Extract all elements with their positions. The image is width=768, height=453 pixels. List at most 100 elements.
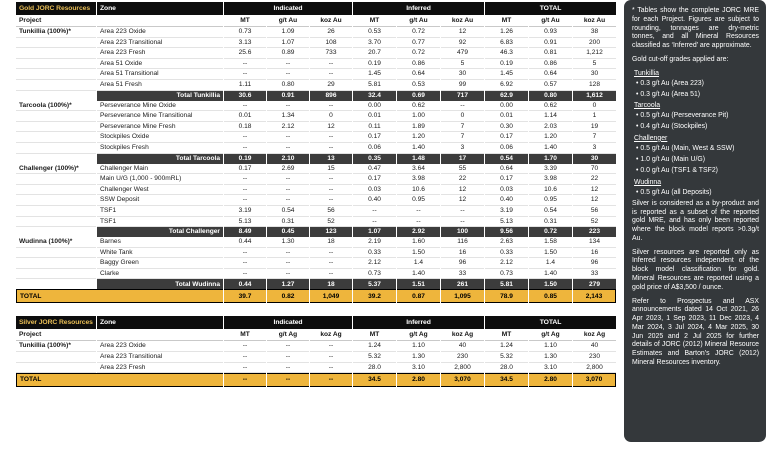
value-cell: 12 (441, 185, 484, 196)
value-cell: 5.13 (485, 217, 528, 228)
project-cell (16, 154, 96, 164)
value-cell: 25.6 (224, 48, 266, 59)
project-cell (16, 258, 96, 269)
value-cell: 1.30 (529, 352, 572, 363)
value-cell: 92 (441, 38, 484, 49)
value-cell: 34.5 (485, 373, 528, 388)
value-cell: 0.19 (485, 59, 528, 70)
value-cell: -- (310, 185, 352, 196)
value-cell: 5 (441, 59, 484, 70)
value-cell: 0.81 (529, 48, 572, 59)
value-cell: 1.48 (397, 153, 440, 164)
unit-header: koz Au (310, 15, 352, 27)
zone-cell: Area 51 Oxide (97, 59, 223, 70)
value-cell: 0.54 (267, 206, 309, 217)
value-cell: 3 (573, 143, 616, 154)
cutoff-item: • 0.0 g/t Au (TSF1 & TSF2) (636, 167, 718, 175)
value-cell: 0.53 (397, 80, 440, 91)
value-cell: 0.62 (397, 101, 440, 112)
value-cell: 0.91 (267, 90, 309, 101)
value-cell: 0.64 (397, 69, 440, 80)
note-references: Refer to Prospectus and ASX announcement… (632, 297, 759, 366)
value-cell: 0.06 (485, 143, 528, 154)
zone-cell: Area 51 Fresh (97, 80, 223, 91)
cutoff-item: • 0.3 g/t Au (Area 51) (636, 90, 701, 98)
value-cell: -- (224, 143, 266, 154)
unit-header: MT (485, 15, 528, 27)
value-cell: 2.92 (397, 227, 440, 238)
project-cell (16, 248, 96, 259)
subheader-row: Project MT g/t Au koz Au MT g/t Au koz Au MT g/t… (16, 15, 616, 27)
value-cell: 0.44 (224, 237, 266, 248)
value-cell: 1.20 (397, 132, 440, 143)
project-cell (16, 206, 96, 217)
value-cell: 0.01 (485, 111, 528, 122)
value-cell: 3.19 (224, 206, 266, 217)
unit-header: MT (353, 15, 396, 27)
value-cell: 1.26 (485, 27, 528, 38)
unit-header: koz Au (573, 15, 616, 27)
zone-cell: Area 223 Transitional (97, 352, 223, 363)
unit-header: koz Ag (310, 329, 352, 342)
value-cell: 12 (310, 122, 352, 133)
value-cell: 12 (573, 185, 616, 196)
value-cell: 0.33 (353, 248, 396, 259)
value-cell: 0.31 (529, 217, 572, 228)
value-cell: 0.30 (485, 122, 528, 133)
value-cell: 0.80 (267, 80, 309, 91)
value-cell: 1.40 (397, 269, 440, 280)
value-cell: -- (267, 59, 309, 70)
grand-total-label: TOTAL (16, 289, 223, 304)
value-cell: 230 (573, 352, 616, 363)
value-cell: -- (224, 341, 266, 353)
value-cell: 17 (441, 153, 484, 164)
project-cell (16, 174, 96, 185)
value-cell: -- (224, 132, 266, 143)
value-cell: -- (224, 69, 266, 80)
subtotal-row: Total Wudinna 0.44 1.27 18 5.37 1.51 261 5.81 1.… (16, 279, 616, 290)
project-cell (16, 143, 96, 154)
project-header: Project (16, 329, 96, 342)
value-cell: 1.10 (397, 341, 440, 353)
subtotal-row: Total Tunkillia 30.6 0.91 896 32.4 0.69 717 62.… (16, 90, 616, 101)
value-cell: 0.62 (529, 101, 572, 112)
project-cell (16, 195, 96, 206)
value-cell: -- (310, 143, 352, 154)
value-cell: 0.19 (353, 59, 396, 70)
value-cell: 0.54 (529, 206, 572, 217)
value-cell: 1.60 (397, 237, 440, 248)
zone-cell: TSF1 (97, 206, 223, 217)
value-cell: 0.95 (529, 195, 572, 206)
value-cell: 1.50 (397, 248, 440, 259)
value-cell: 1.00 (397, 111, 440, 122)
value-cell: 3.64 (397, 164, 440, 175)
value-cell: 1.70 (529, 153, 572, 164)
value-cell: 896 (310, 90, 352, 101)
table-row: Tunkillia (100%)* Area 223 Oxide 0.73 1.09 2… (16, 27, 616, 38)
value-cell: -- (224, 59, 266, 70)
value-cell: 1.07 (353, 227, 396, 238)
unit-header: MT (224, 15, 266, 27)
cutoff-item: • 0.5 g/t Au (Perseverance Pit) (636, 112, 729, 120)
cutoff-item: • 0.5 g/t Au (all Deposits) (636, 188, 712, 196)
value-cell: 5.32 (485, 352, 528, 363)
value-cell: 0.00 (485, 101, 528, 112)
value-cell: 0 (441, 111, 484, 122)
value-cell: 1.45 (353, 69, 396, 80)
value-cell: 1.50 (529, 248, 572, 259)
value-cell: 39.7 (224, 289, 266, 304)
project-cell (16, 59, 96, 70)
group-header: Indicated (224, 2, 352, 15)
value-cell: 279 (573, 279, 616, 290)
value-cell: -- (267, 174, 309, 185)
value-cell: 96 (441, 258, 484, 269)
value-cell: 30 (573, 153, 616, 164)
value-cell: 52 (310, 217, 352, 228)
table-row: Clarke -- -- -- 0.73 1.40 33 0.73 1.40 33 (16, 269, 616, 280)
value-cell: 0.31 (267, 217, 309, 228)
value-cell: 1.30 (267, 237, 309, 248)
subtotal-row: Total Tarcoola 0.19 2.10 13 0.35 1.48 17 0.54 1.… (16, 153, 616, 164)
value-cell: -- (224, 185, 266, 196)
value-cell: 0 (310, 111, 352, 122)
